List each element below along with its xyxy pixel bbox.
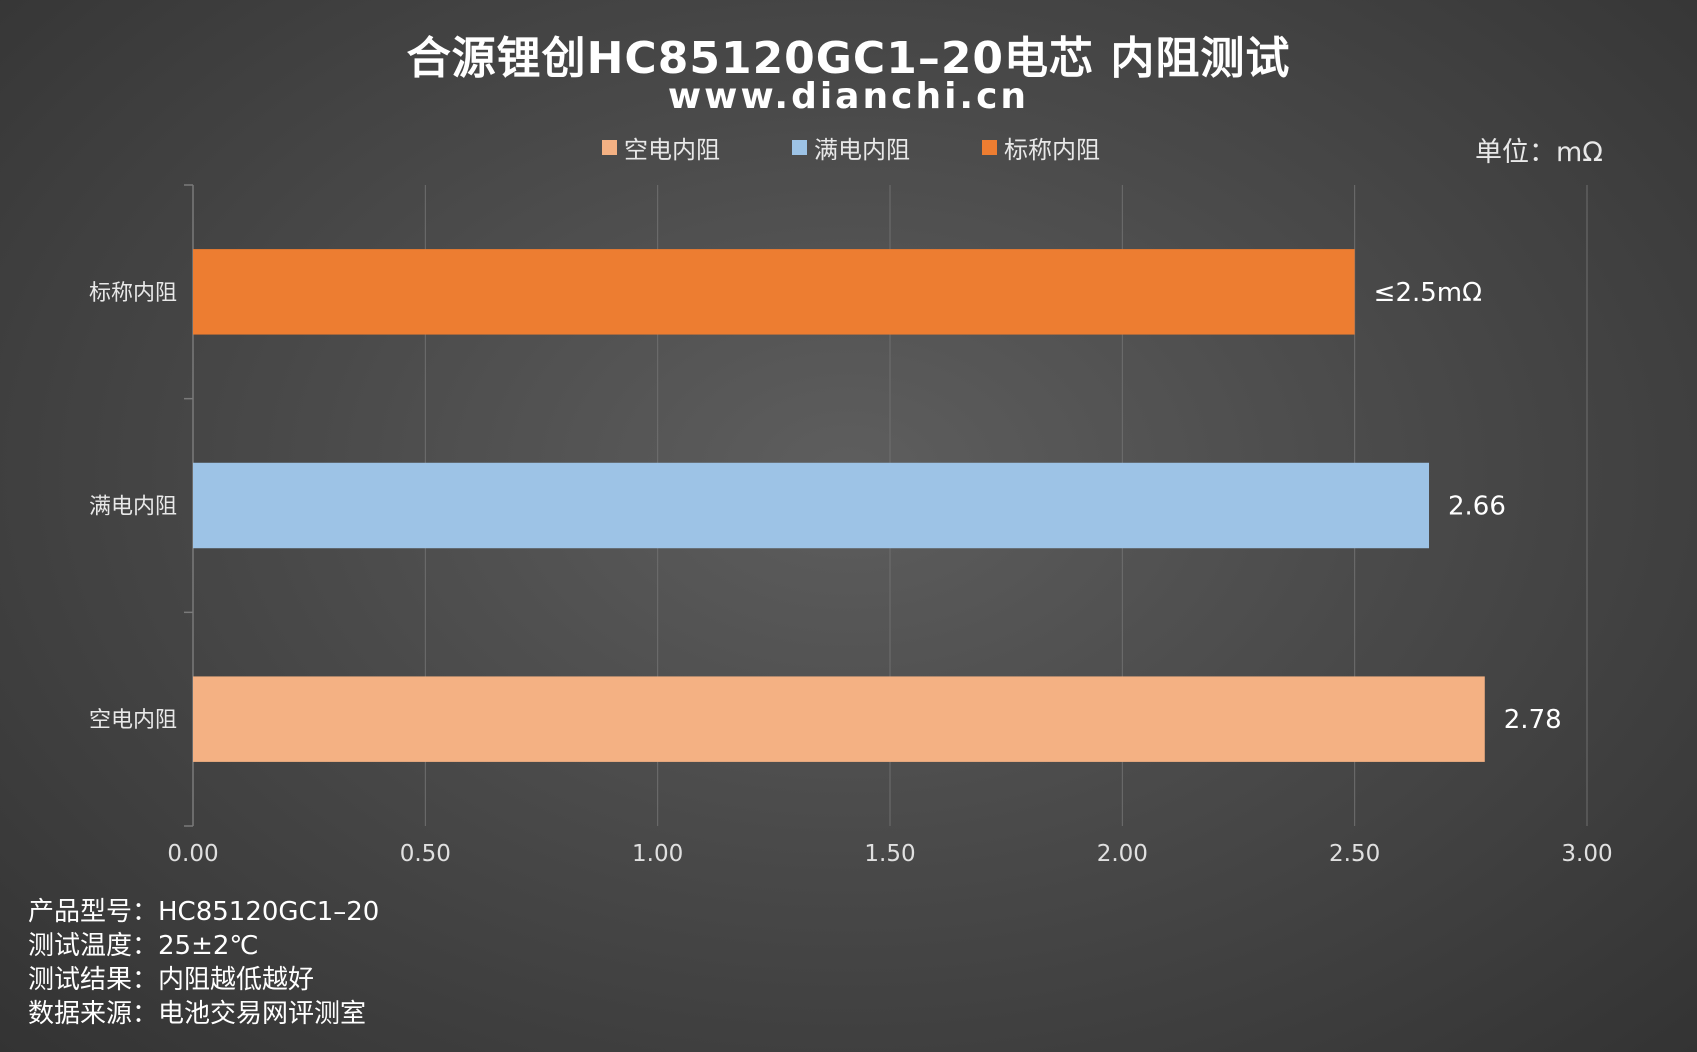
x-tick-label: 1.50 [864, 841, 915, 867]
legend-label-full: 满电内阻 [814, 136, 910, 164]
note-product-model: 产品型号：HC85120GC1–20 [28, 897, 380, 927]
legend-swatch-nominal [982, 140, 997, 155]
x-tick-label: 2.00 [1097, 841, 1148, 867]
legend-label-nominal: 标称内阻 [1004, 136, 1100, 164]
legend-item-empty: 空电内阻 [602, 130, 720, 165]
data-label: 2.66 [1448, 492, 1506, 522]
chart-subtitle: www.dianchi.cn [667, 76, 1030, 117]
legend-label-empty: 空电内阻 [624, 136, 720, 164]
legend: 空电内阻 满电内阻 标称内阻 [0, 130, 1697, 164]
chart-title: 合源锂创HC85120GC1–20电芯 内阻测试 [406, 33, 1291, 84]
x-tick-label: 2.50 [1329, 841, 1380, 867]
bar [193, 676, 1485, 762]
legend-item-nominal: 标称内阻 [982, 130, 1100, 165]
x-tick-label: 1.00 [632, 841, 683, 867]
bar [193, 249, 1355, 335]
legend-swatch-full [792, 140, 807, 155]
category-label: 标称内阻 [89, 281, 177, 306]
bar-chart: 0.00 0.50 1.00 1.50 2.00 2.50 3.00 标称内阻 ≤2.5mΩ 满电… [89, 184, 1613, 867]
x-tick-label: 0.00 [167, 841, 218, 867]
note-data-source: 数据来源：电池交易网评测室 [28, 999, 367, 1029]
notes: 产品型号：HC85120GC1–20 测试温度：25±2℃ 测试结果：内阻越低越… [28, 895, 379, 1031]
data-label: ≤2.5mΩ [1374, 278, 1482, 308]
data-label: 2.78 [1504, 705, 1562, 735]
note-test-temperature: 测试温度：25±2℃ [28, 931, 259, 961]
bar [193, 462, 1430, 549]
category-label: 空电内阻 [89, 708, 177, 733]
x-tick-label: 0.50 [400, 841, 451, 867]
unit-label: 单位：mΩ [1475, 137, 1603, 168]
legend-swatch-empty [602, 140, 617, 155]
category-label: 满电内阻 [89, 495, 177, 520]
note-test-result: 测试结果：内阻越低越好 [28, 965, 315, 995]
legend-item-full: 满电内阻 [792, 130, 910, 165]
x-tick-label: 3.00 [1561, 841, 1612, 867]
